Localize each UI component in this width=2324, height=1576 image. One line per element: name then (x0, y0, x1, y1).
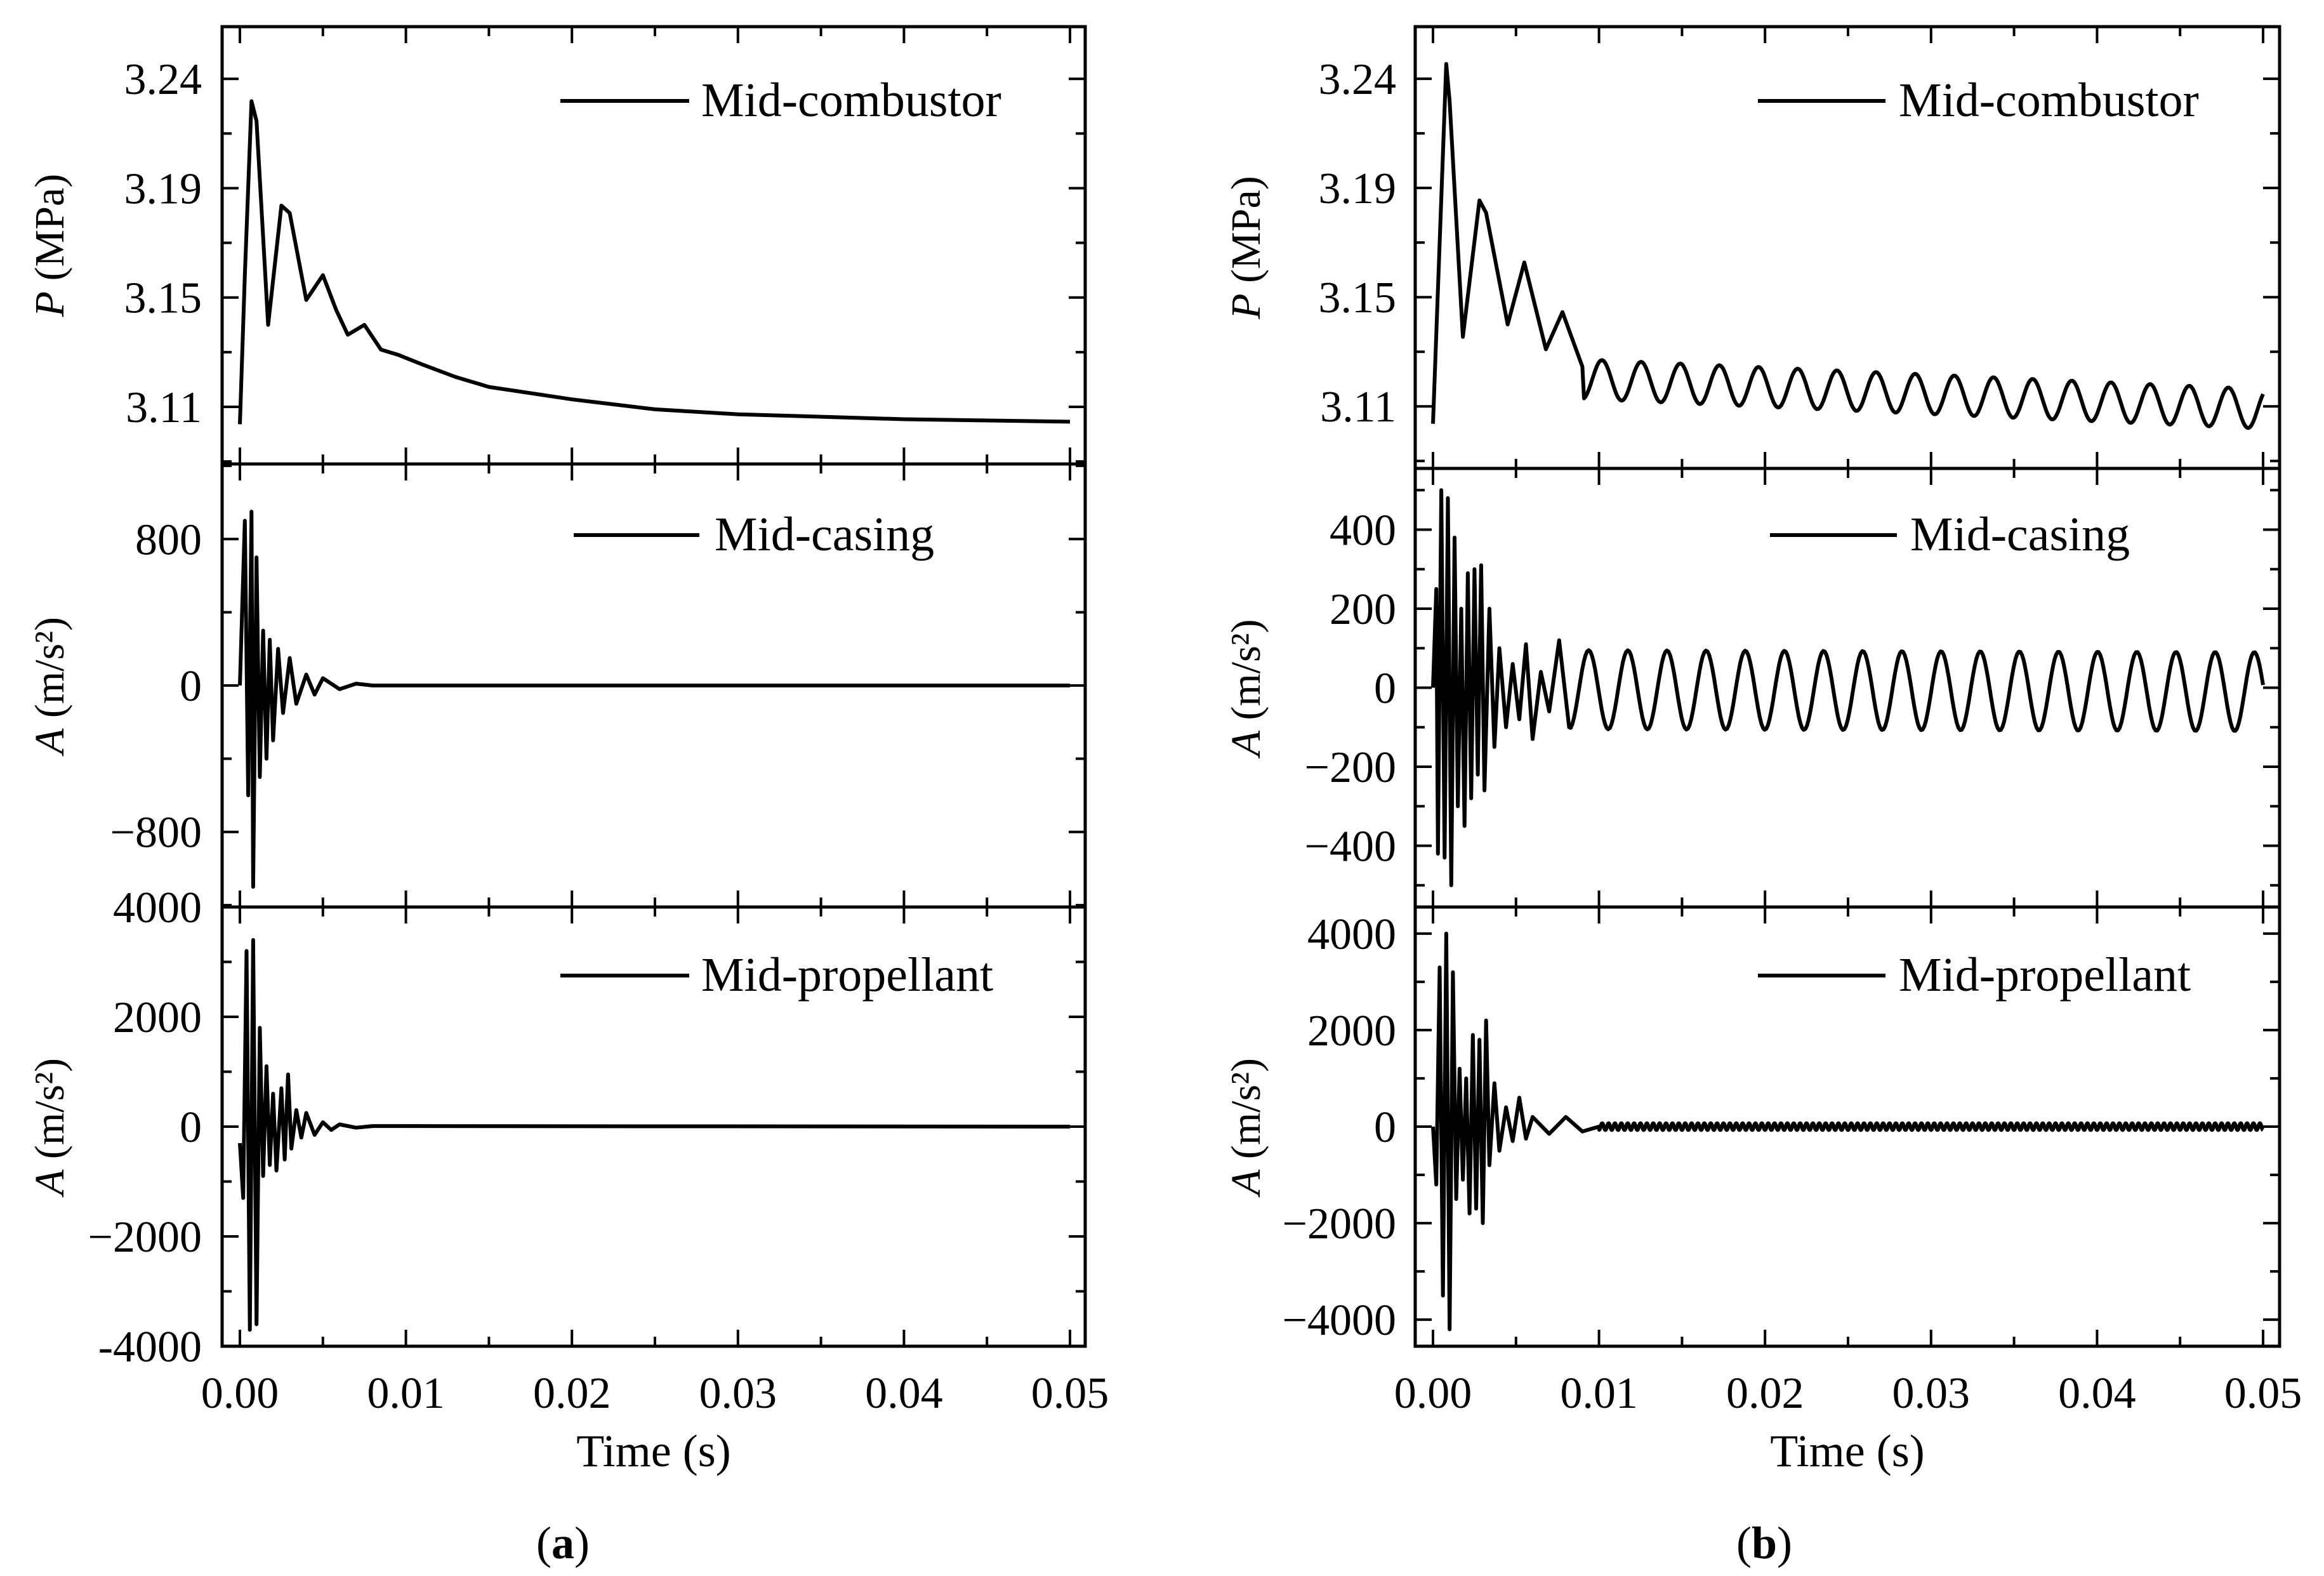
y-tick-label: 3.15 (1319, 274, 1397, 322)
y-tick-label: −2000 (1283, 1200, 1396, 1248)
subplot-3: −4000 −2000 0 2000 4000 A (m/s²) Mid-propellan… (1223, 905, 2281, 1348)
series-line-mid-casing (1431, 488, 2265, 887)
panel-label-paren: ) (1777, 1518, 1792, 1568)
x-tick-label: 0.02 (533, 1369, 611, 1418)
series-line-mid-combustor (238, 99, 1071, 425)
x-tick-label: 0.00 (201, 1369, 279, 1418)
subplot-3: -4000 −2000 0 2000 4000 A (m/s²) Mid-propellan… (27, 884, 1087, 1372)
y-axis-label-unit: (m/s²) (1223, 1058, 1269, 1170)
panel-label-letter: a (551, 1518, 574, 1568)
series-line-mid-propellant (238, 937, 1071, 1332)
y-axis-label-variable: P (27, 291, 73, 317)
y-tick-label: 3.11 (126, 383, 202, 432)
panel-label-paren: ) (574, 1518, 590, 1568)
y-axis-label-variable: A (1223, 730, 1269, 758)
legend: Mid-combustor (560, 74, 1001, 127)
subplot-1: 3.11 3.15 3.19 3.24 P (MPa) Mid-combustor (1223, 25, 2281, 470)
y-axis-label-variable: P (1223, 293, 1269, 319)
legend-label: Mid-combustor (1899, 74, 2199, 127)
legend-label: Mid-casing (1910, 508, 2130, 561)
x-axis-label: Time (s) (1770, 1426, 1924, 1476)
y-tick-label: 800 (135, 515, 202, 564)
legend-label: Mid-propellant (1899, 948, 2191, 1002)
y-tick-label: -4000 (98, 1323, 202, 1372)
series-line-mid-combustor (1431, 62, 2265, 430)
x-tick-label: 0.00 (1394, 1369, 1472, 1418)
y-tick-label: 0 (1374, 665, 1396, 713)
y-tick-label: 3.19 (124, 164, 202, 213)
subplot-1: 3.11 3.15 3.19 3.24 P (MPa) Mid-combustor (27, 25, 1087, 466)
y-axis-label-unit: (MPa) (1223, 176, 1269, 293)
y-axis-label-variable: A (27, 1169, 73, 1198)
panel-b: 3.11 3.15 3.19 3.24 P (MPa) Mid-combustor −400… (1223, 25, 2302, 1568)
panel-label-paren: ( (1736, 1518, 1752, 1568)
y-axis-label: P (MPa) (1223, 176, 1269, 319)
y-axis-label: A (m/s²) (1223, 619, 1269, 759)
legend: Mid-combustor (1758, 74, 2199, 127)
y-tick-label: 0 (180, 662, 202, 711)
y-axis-label: A (m/s²) (27, 617, 73, 757)
y-axis-label: A (m/s²) (1223, 1058, 1269, 1198)
y-tick-label: 0 (180, 1103, 202, 1152)
y-axis-label-unit: (m/s²) (27, 617, 73, 729)
y-axis-label: A (m/s²) (27, 1058, 73, 1198)
y-axis-label-unit: (m/s²) (1223, 619, 1269, 731)
y-tick-label: −800 (110, 809, 202, 858)
subplot-2: −400 −200 0 200 400 A (m/s²) Mid-casing (1223, 467, 2281, 909)
y-tick-label: −400 (1305, 823, 1396, 871)
panel-label-paren: ( (536, 1518, 551, 1568)
y-tick-label: 3.19 (1319, 164, 1397, 213)
y-tick-label: 3.15 (124, 274, 202, 323)
y-axis-label-unit: (m/s²) (27, 1058, 73, 1170)
x-tick-label: 0.05 (1031, 1369, 1109, 1418)
y-tick-label: 3.11 (1320, 383, 1396, 432)
panel-a: 3.11 3.15 3.19 3.24 P (MPa) Mid-combustor −800… (27, 25, 1109, 1568)
x-axis-label: Time (s) (576, 1426, 730, 1476)
y-tick-label: −4000 (1283, 1296, 1396, 1345)
legend-label: Mid-propellant (701, 948, 993, 1002)
y-tick-label: 2000 (113, 993, 202, 1042)
y-tick-label: −200 (1305, 743, 1396, 792)
series-line-mid-propellant (1431, 931, 2265, 1332)
x-tick-label: 0.02 (1726, 1369, 1804, 1418)
legend-label: Mid-combustor (701, 74, 1001, 127)
y-tick-label: 200 (1330, 585, 1396, 634)
panel-label: (a) (536, 1518, 590, 1568)
x-tick-label: 0.04 (865, 1369, 943, 1418)
panel-label-letter: b (1752, 1518, 1777, 1568)
x-tick-label: 0.03 (1892, 1369, 1971, 1418)
y-axis-label-unit: (MPa) (27, 174, 73, 291)
y-tick-label: 2000 (1307, 1007, 1396, 1056)
legend-label: Mid-casing (715, 508, 934, 561)
subplot-2: −800 0 800 A (m/s²) Mid-casing (27, 462, 1087, 909)
y-axis-label-variable: A (1223, 1169, 1269, 1198)
y-tick-label: −2000 (88, 1213, 202, 1262)
legend: Mid-casing (1770, 508, 2130, 561)
y-tick-label: 4000 (1307, 910, 1396, 959)
y-tick-label: 4000 (113, 884, 202, 932)
y-tick-label: 0 (1374, 1103, 1396, 1152)
panel-label: (b) (1736, 1518, 1792, 1568)
x-tick-label: 0.05 (2224, 1369, 2302, 1418)
legend: Mid-propellant (1758, 948, 2191, 1002)
legend: Mid-propellant (560, 948, 993, 1002)
x-tick-label: 0.01 (1560, 1369, 1638, 1418)
y-tick-label: 3.24 (1319, 55, 1397, 104)
y-tick-label: 400 (1330, 506, 1396, 555)
y-tick-label: 3.24 (124, 55, 202, 104)
legend: Mid-casing (574, 508, 934, 561)
x-tick-label: 0.04 (2058, 1369, 2136, 1418)
x-tick-label: 0.03 (699, 1369, 777, 1418)
x-tick-label: 0.01 (367, 1369, 445, 1418)
y-axis-label-variable: A (27, 728, 73, 757)
y-axis-label: P (MPa) (27, 174, 73, 317)
series-line-mid-casing (238, 510, 1070, 889)
